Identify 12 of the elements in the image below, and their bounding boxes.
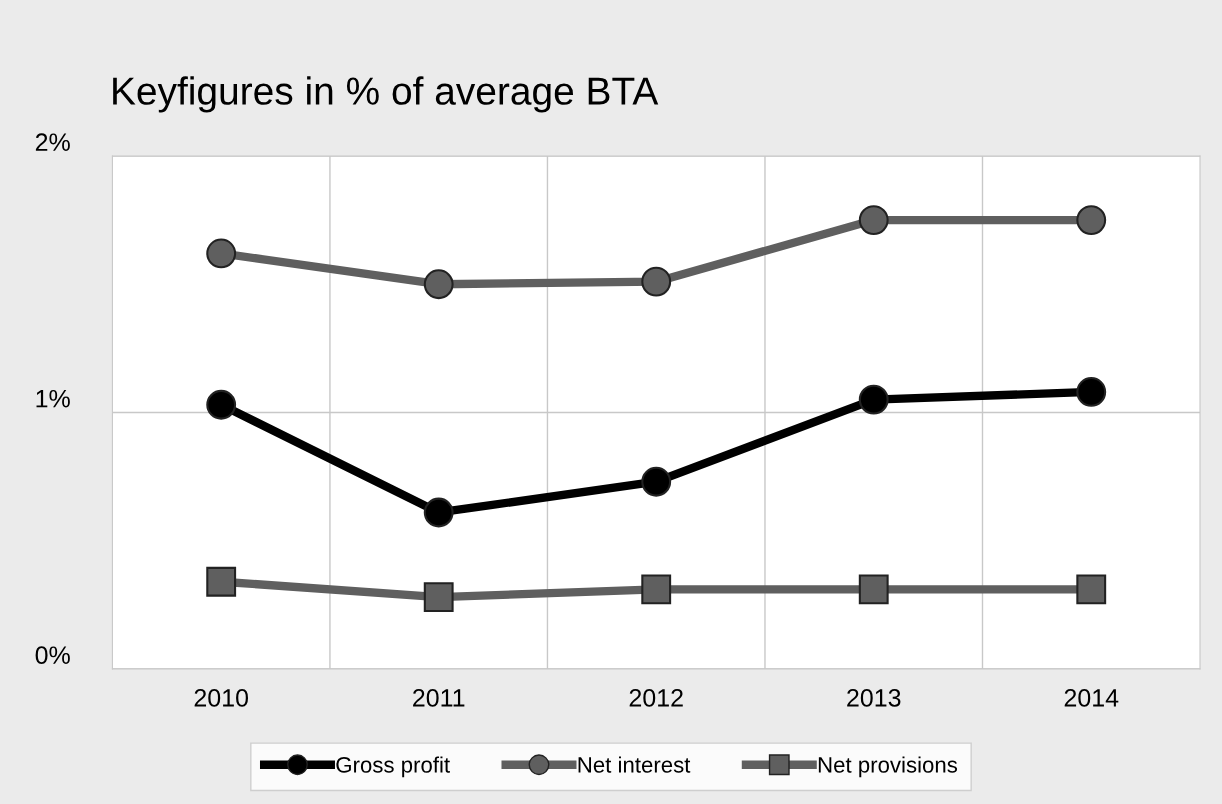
x-tick-label: 2013 (847, 689, 901, 707)
x-tick-label: 2010 (194, 689, 249, 707)
legend-label: Net provisions (818, 756, 958, 778)
x-tick-label: 2014 (1064, 689, 1119, 707)
y-tick-label: 1% (36, 389, 70, 408)
legend-label: Gross profit (336, 756, 450, 778)
y-tick-label: 0% (35, 646, 70, 664)
chart-title: Keyfigures in % of average BTA (113, 76, 659, 113)
x-tick-label: 2012 (629, 689, 683, 707)
x-tick-label: 2011 (413, 689, 465, 707)
legend-label: Net interest (578, 756, 691, 773)
y-tick-label: 2% (35, 133, 70, 151)
